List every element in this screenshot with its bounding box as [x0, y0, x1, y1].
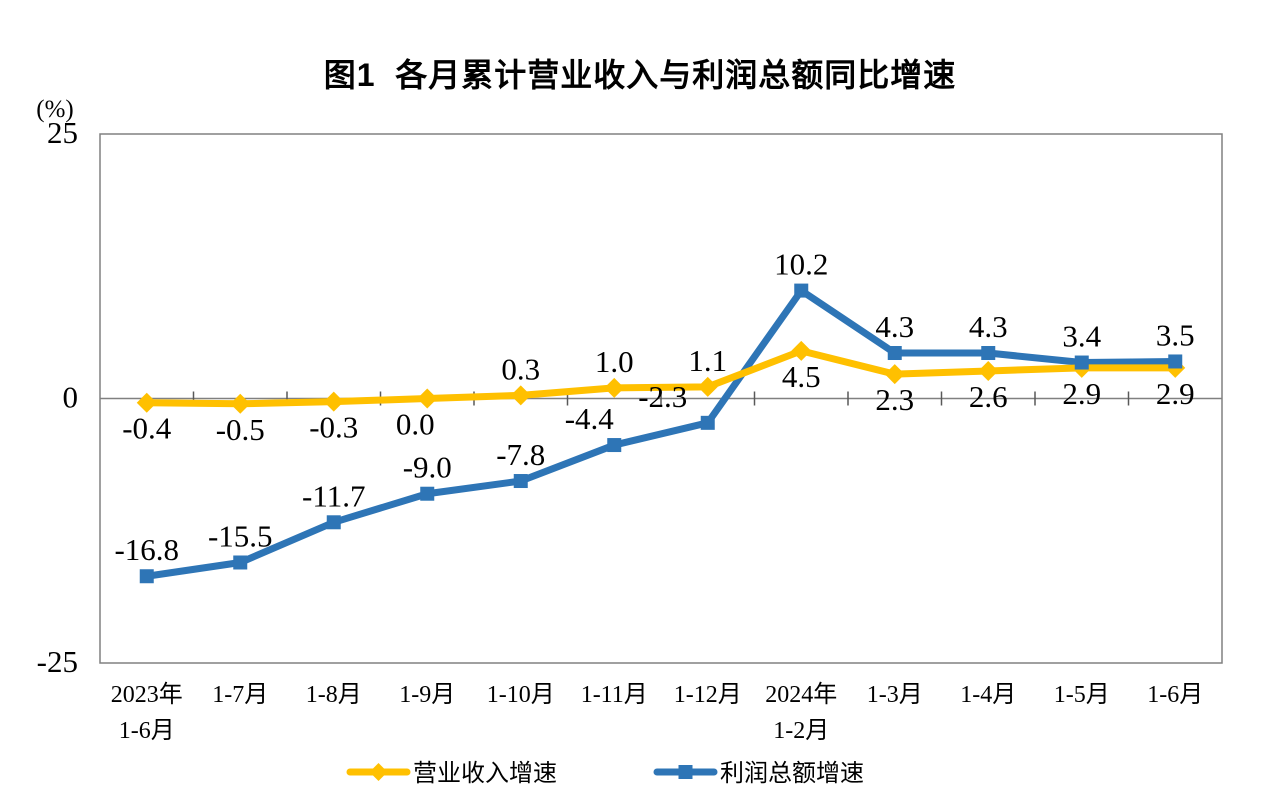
y-axis-unit-label: (%)	[36, 96, 73, 123]
series-line-profit	[143, 287, 1179, 580]
data-point-diamond	[136, 392, 157, 413]
x-axis-label: 1-6月	[1147, 682, 1203, 708]
data-point-square	[794, 283, 809, 298]
data-point-diamond	[510, 385, 531, 406]
data-point-diamond	[230, 393, 251, 414]
data-point-square	[607, 438, 622, 453]
y-axis-tick-label: 0	[63, 380, 79, 415]
data-point-square	[513, 474, 528, 489]
data-label: 2.9	[1156, 376, 1195, 411]
data-label: -15.5	[208, 518, 273, 553]
data-label: 1.1	[688, 343, 727, 378]
data-label: -0.3	[309, 410, 358, 445]
data-label: -9.0	[403, 450, 452, 485]
data-point-diamond	[604, 377, 625, 398]
legend-label: 利润总额增速	[720, 760, 864, 787]
data-point-square	[700, 415, 715, 430]
data-point-square	[1168, 354, 1183, 369]
data-label: 1.0	[595, 344, 634, 379]
x-axis-label: 1-9月	[399, 682, 455, 708]
x-axis-label: 1-11月	[581, 682, 648, 708]
x-axis-label: 1-12月	[674, 682, 742, 708]
data-label: 3.4	[1062, 319, 1101, 354]
data-point-square	[233, 555, 248, 570]
data-label: 2.9	[1062, 376, 1101, 411]
x-axis-label: 1-8月	[306, 682, 362, 708]
x-axis-label: 2024年 1-2月	[765, 681, 837, 744]
data-label: 2.6	[969, 379, 1008, 414]
data-label: 0.0	[396, 407, 435, 442]
data-point-square	[139, 569, 154, 584]
legend-marker-diamond	[369, 763, 388, 781]
x-axis-label: 1-4月	[960, 682, 1016, 708]
data-label: -7.8	[496, 437, 545, 472]
data-label: -0.4	[122, 411, 172, 446]
data-label: -11.7	[302, 478, 365, 513]
legend-item: 营业收入增速	[346, 760, 557, 787]
legend-label: 营业收入增速	[413, 760, 557, 787]
legend-marker-square	[678, 765, 693, 779]
data-label: 3.5	[1156, 317, 1195, 352]
data-point-square	[420, 486, 435, 501]
data-label: -0.5	[216, 412, 265, 447]
x-axis-label: 1-7月	[212, 682, 268, 708]
chart-title: 图1 各月累计营业收入与利润总额同比增速	[323, 57, 957, 93]
legend-item: 利润总额增速	[653, 760, 864, 787]
data-label: 4.5	[782, 359, 821, 394]
data-point-diamond	[884, 364, 905, 385]
data-label: 0.3	[501, 351, 540, 386]
data-label: 2.3	[875, 382, 914, 417]
data-point-diamond	[323, 391, 344, 412]
data-label: 4.3	[969, 309, 1008, 344]
x-axis-label: 1-5月	[1054, 682, 1110, 708]
data-point-diamond	[791, 340, 812, 361]
data-point-diamond	[697, 376, 718, 397]
series-line-revenue	[143, 347, 1179, 408]
x-axis-label: 2023年 1-6月	[111, 681, 183, 744]
data-label: -4.4	[565, 401, 615, 436]
data-point-square	[981, 346, 996, 361]
data-point-diamond	[978, 360, 999, 381]
y-axis-tick-label: -25	[37, 644, 78, 679]
data-point-diamond	[417, 388, 438, 409]
data-label: 4.3	[875, 309, 914, 344]
x-axis-label: 1-10月	[487, 682, 555, 708]
data-label: -2.3	[638, 379, 687, 414]
data-label: 10.2	[774, 247, 828, 282]
data-label: -16.8	[114, 532, 179, 567]
data-point-square	[887, 346, 902, 361]
y-axis-tick-label: 25	[47, 115, 78, 150]
data-point-square	[1074, 355, 1089, 370]
data-point-square	[326, 515, 341, 530]
x-axis-label: 1-3月	[867, 682, 923, 708]
